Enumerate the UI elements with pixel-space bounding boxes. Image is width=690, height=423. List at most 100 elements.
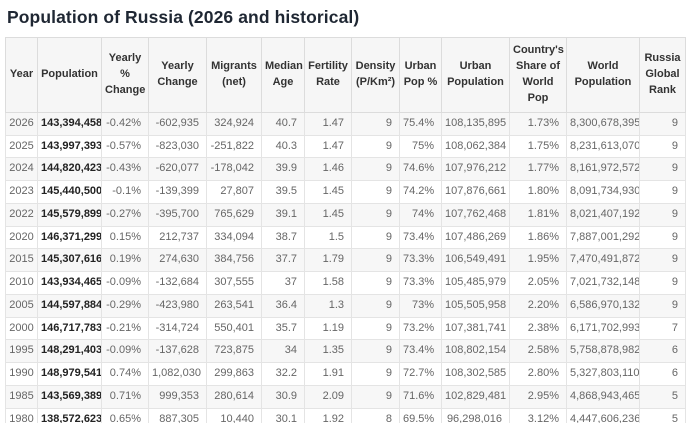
cell-density: 9 [351,202,400,227]
cell-yearly-change: -423,980 [148,293,207,318]
cell-share-of-world-pop: 1.75% [509,134,567,159]
cell-migrants-net: 723,875 [206,339,262,363]
cell-year: 2005 [5,293,38,318]
cell-yearly-pct-change: -0.27% [101,202,149,227]
cell-global-rank: 5 [639,384,686,409]
column-header-density: Density (P/Km²) [351,37,400,113]
cell-population: 145,440,500 [37,180,102,204]
cell-global-rank: 7 [639,316,686,341]
cell-urban-population: 108,802,154 [441,339,510,363]
cell-population: 143,934,465 [37,271,102,295]
cell-population: 143,569,389 [37,384,102,409]
cell-population: 148,291,403 [37,339,102,363]
cell-urban-pop-pct: 73.3% [399,248,442,272]
cell-year: 2015 [5,248,38,272]
column-header-year: Year [5,37,38,113]
cell-world-population: 4,447,606,236 [566,407,640,423]
cell-global-rank: 9 [639,225,686,250]
cell-year: 2025 [5,134,38,159]
cell-median-age: 39.9 [261,157,305,181]
cell-world-population: 6,171,702,993 [566,316,640,341]
cell-yearly-change: 887,305 [148,407,207,423]
cell-population: 145,579,899 [37,202,102,227]
cell-urban-pop-pct: 73.2% [399,316,442,341]
cell-median-age: 30.9 [261,384,305,409]
column-header-population: Population [37,37,102,113]
cell-world-population: 4,868,943,465 [566,384,640,409]
cell-share-of-world-pop: 2.20% [509,293,567,318]
cell-population: 144,820,423 [37,157,102,181]
cell-density: 9 [351,384,400,409]
table-row-2025: 2025 143,997,393 -0.57% -823,030 -251,822 40.… [5,134,686,159]
cell-global-rank: 9 [639,111,686,136]
cell-yearly-pct-change: 0.71% [101,384,149,409]
table-row-2023: 2023 145,440,500 -0.1% -139,399 27,807 39.5 1.… [5,180,686,204]
column-header-world-population: World Population [566,37,640,113]
cell-share-of-world-pop: 1.80% [509,180,567,204]
cell-median-age: 30.1 [261,407,305,423]
cell-fertility-rate: 1.35 [304,339,352,363]
cell-share-of-world-pop: 1.73% [509,111,567,136]
cell-migrants-net: 263,541 [206,293,262,318]
cell-yearly-pct-change: -0.1% [101,180,149,204]
cell-urban-pop-pct: 74% [399,202,442,227]
column-header-global-rank: Russia Global Rank [639,37,686,113]
cell-share-of-world-pop: 2.58% [509,339,567,363]
cell-yearly-change: 999,353 [148,384,207,409]
cell-urban-pop-pct: 72.7% [399,362,442,386]
cell-population: 144,597,884 [37,293,102,318]
cell-density: 9 [351,271,400,295]
cell-yearly-pct-change: -0.57% [101,134,149,159]
column-header-yearly-change: Yearly Change [148,37,207,113]
cell-world-population: 8,161,972,572 [566,157,640,181]
table-header-row: Year Population Yearly % Change Yearly Chan… [5,37,686,113]
table-row-1990: 1990 148,979,541 0.74% 1,082,030 299,863 32.2… [5,362,686,386]
cell-urban-pop-pct: 73% [399,293,442,318]
cell-global-rank: 9 [639,180,686,204]
cell-fertility-rate: 1.58 [304,271,352,295]
cell-fertility-rate: 1.46 [304,157,352,181]
cell-urban-population: 108,135,895 [441,111,510,136]
cell-global-rank: 9 [639,202,686,227]
column-header-urban-population: Urban Population [441,37,510,113]
cell-density: 9 [351,362,400,386]
cell-global-rank: 6 [639,362,686,386]
cell-share-of-world-pop: 2.95% [509,384,567,409]
cell-urban-population: 107,876,661 [441,180,510,204]
cell-urban-pop-pct: 73.3% [399,271,442,295]
cell-yearly-change: 212,737 [148,225,207,250]
cell-density: 9 [351,339,400,363]
cell-year: 1990 [5,362,38,386]
cell-population: 138,572,623 [37,407,102,423]
cell-median-age: 36.4 [261,293,305,318]
cell-year: 1995 [5,339,38,363]
table-row-1995: 1995 148,291,403 -0.09% -137,628 723,875 34 1.… [5,339,686,363]
cell-population: 148,979,541 [37,362,102,386]
table-row-2005: 2005 144,597,884 -0.29% -423,980 263,541 36.4… [5,293,686,318]
cell-yearly-pct-change: -0.29% [101,293,149,318]
cell-share-of-world-pop: 1.86% [509,225,567,250]
column-header-fertility-rate: Fertility Rate [304,37,352,113]
cell-yearly-pct-change: -0.09% [101,339,149,363]
cell-yearly-pct-change: 0.65% [101,407,149,423]
column-header-share-of-world-pop: Country's Share of World Pop [509,37,567,113]
cell-urban-pop-pct: 73.4% [399,339,442,363]
cell-urban-population: 105,505,958 [441,293,510,318]
population-history-table: Year Population Yearly % Change Yearly Chan… [5,37,686,423]
cell-urban-population: 107,762,468 [441,202,510,227]
cell-global-rank: 9 [639,293,686,318]
cell-share-of-world-pop: 2.80% [509,362,567,386]
cell-urban-pop-pct: 74.6% [399,157,442,181]
column-header-urban-pop-pct: Urban Pop % [399,37,442,113]
cell-yearly-pct-change: 0.19% [101,248,149,272]
cell-migrants-net: 550,401 [206,316,262,341]
cell-year: 2020 [5,225,38,250]
table-row-2024: 2024 144,820,423 -0.43% -620,077 -178,042 39.… [5,157,686,181]
cell-year: 2023 [5,180,38,204]
cell-density: 9 [351,157,400,181]
cell-density: 9 [351,316,400,341]
cell-migrants-net: 10,440 [206,407,262,423]
cell-yearly-pct-change: -0.09% [101,271,149,295]
cell-world-population: 5,758,878,982 [566,339,640,363]
column-header-yearly-pct-change: Yearly % Change [101,37,149,113]
